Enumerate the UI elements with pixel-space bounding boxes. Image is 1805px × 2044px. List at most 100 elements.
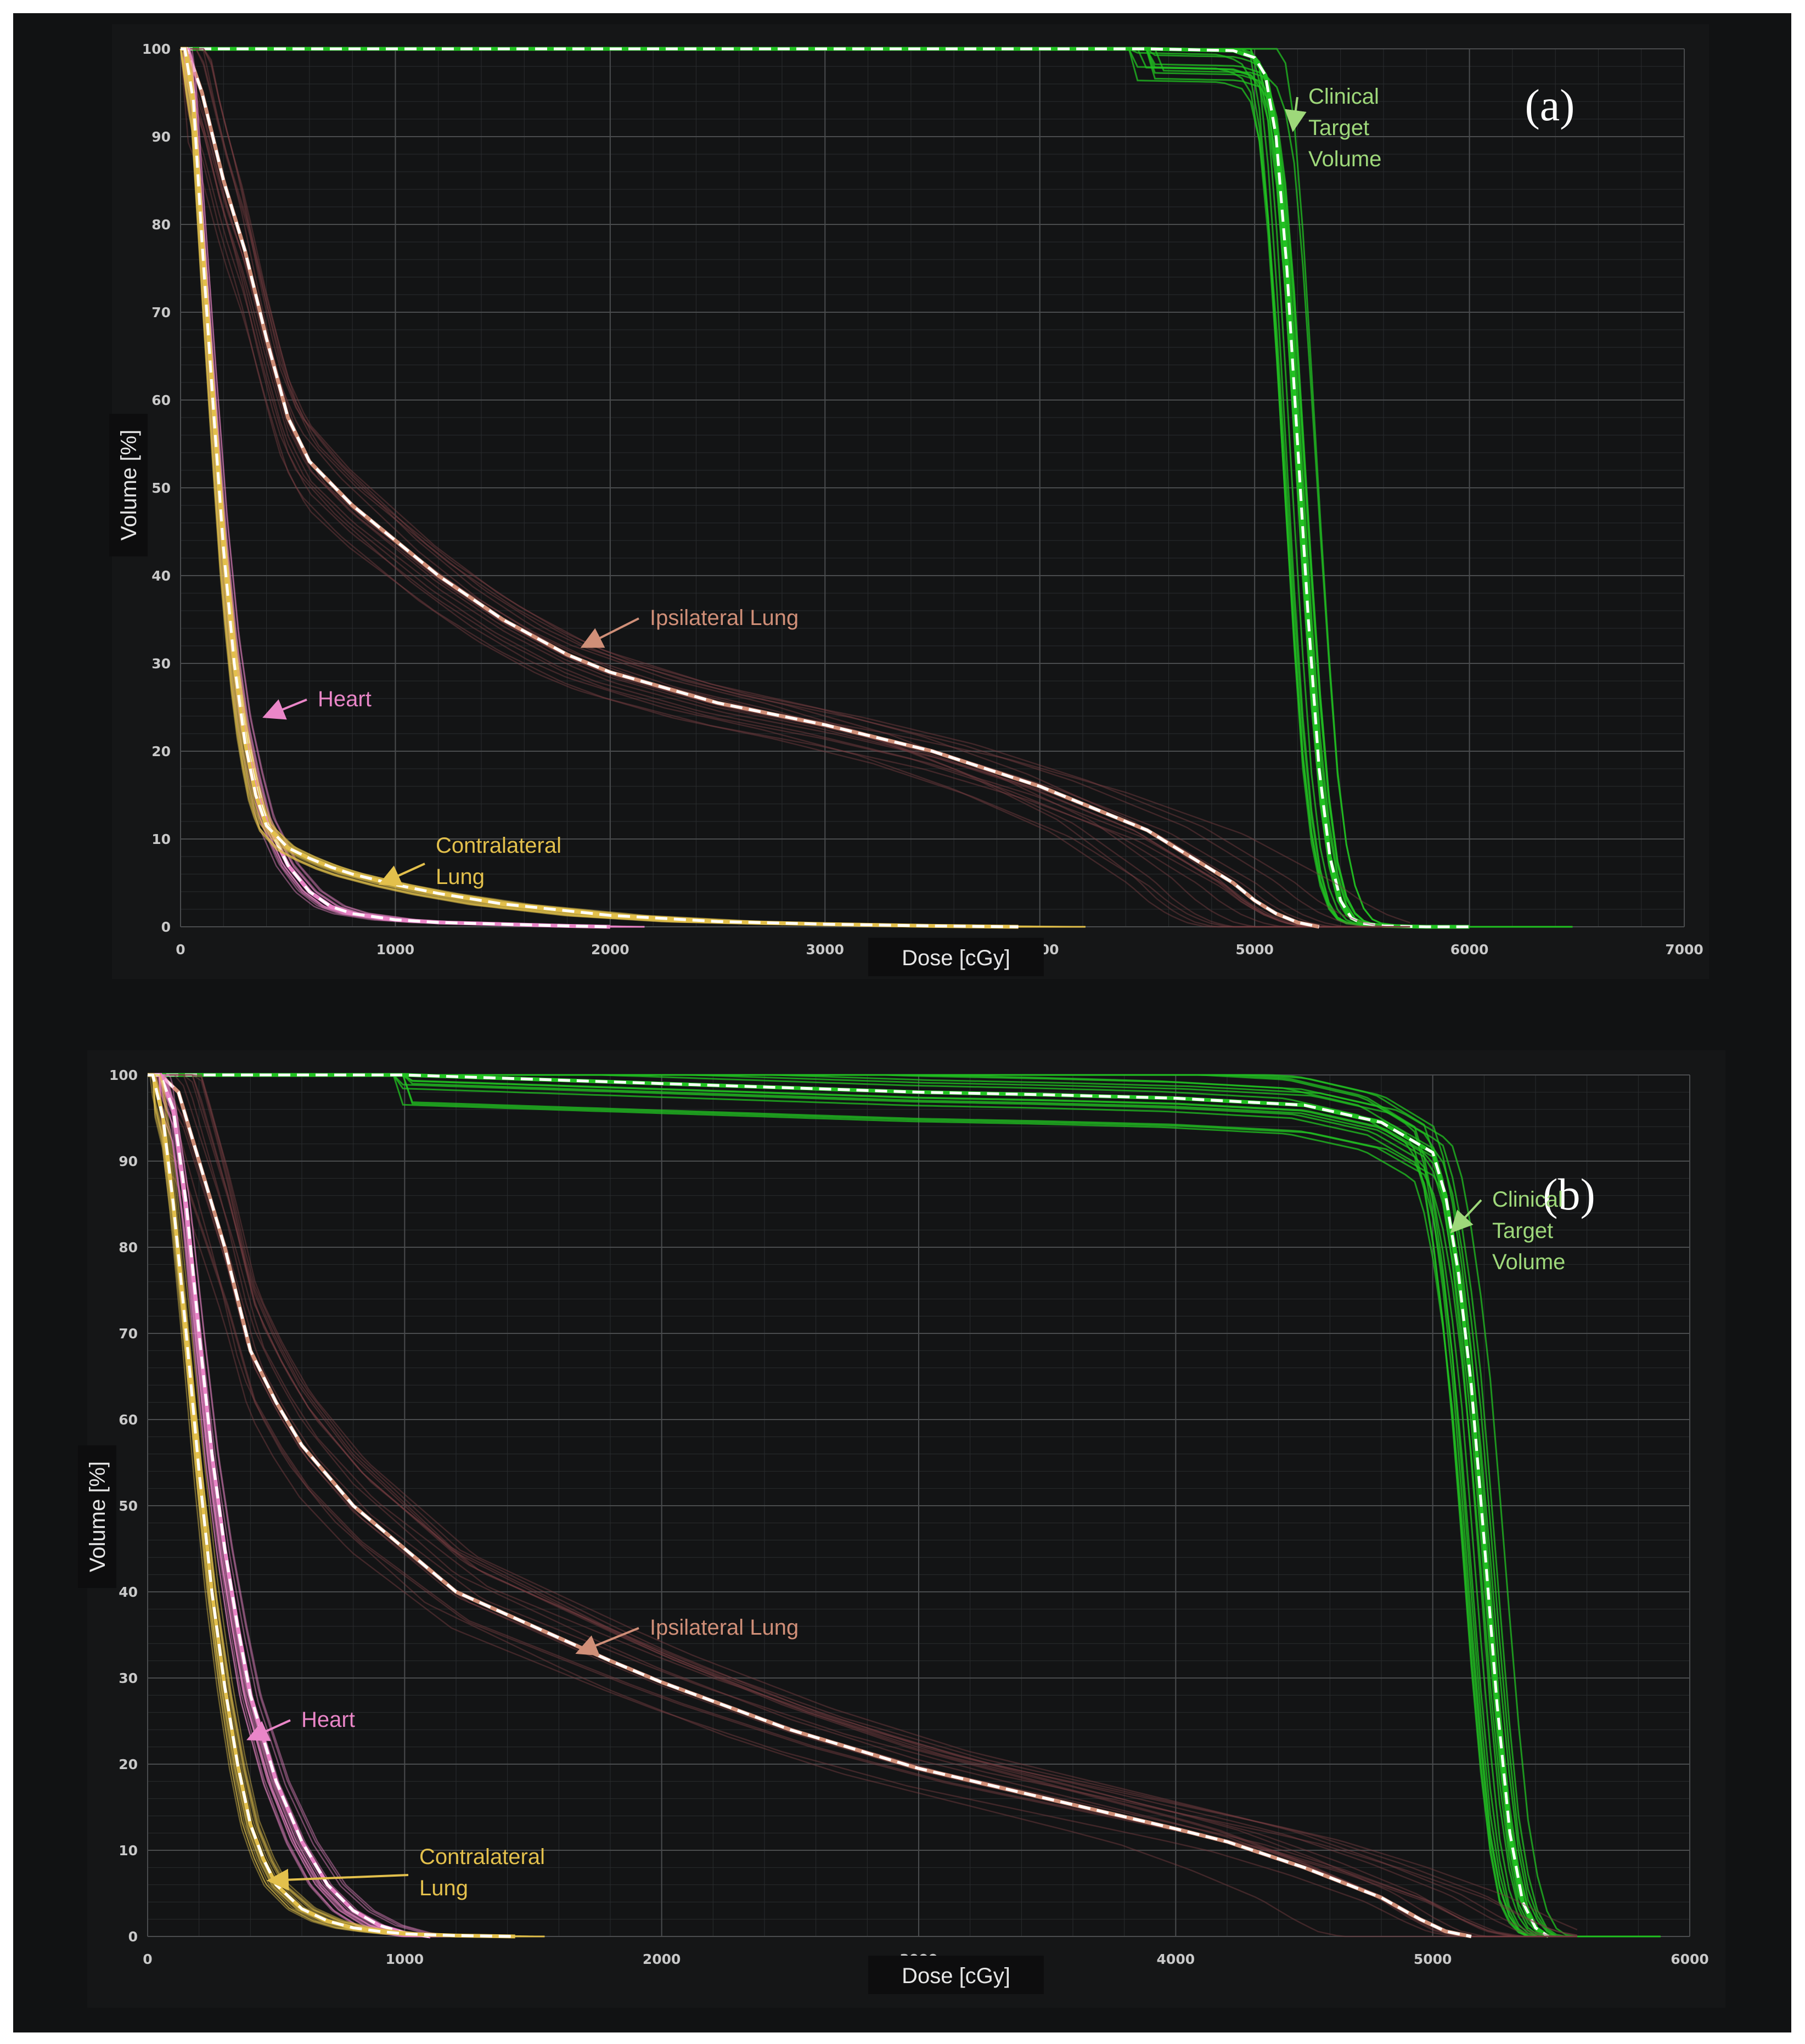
svg-text:Dose [cGy]: Dose [cGy]	[902, 1964, 1010, 1988]
x-tick-label: 1000	[386, 1951, 424, 1967]
dvh-variant-curve	[148, 1074, 1577, 1938]
mean-dvh-curve-heart	[148, 1073, 431, 1938]
y-axis-title: Volume [%]	[109, 414, 148, 556]
dvh-panel-a: 0100020003000400050006000700001020304050…	[109, 24, 1709, 979]
dvh-variant-curve	[181, 48, 1410, 928]
series-heart	[181, 47, 645, 929]
y-tick-label: 70	[151, 305, 171, 320]
y-tick-label: 30	[151, 656, 171, 672]
y-tick-label: 50	[151, 480, 171, 496]
annotation-label: Lung	[419, 1876, 468, 1900]
mean-dvh-curve-contralateral	[148, 1073, 515, 1938]
y-tick-label: 30	[119, 1670, 138, 1686]
dvh-variant-curve	[179, 48, 1410, 928]
annotation-ctv_label: Clinical Target Volume	[1450, 1187, 1565, 1274]
annotation-arrow	[1450, 1199, 1482, 1234]
dvh-variant-curve	[148, 1074, 1577, 1938]
dvh-variant-curve	[179, 48, 1410, 928]
x-axis-title: Dose [cGy]	[868, 938, 1044, 976]
series-ctv	[148, 1073, 1661, 1938]
annotation-label: Heart	[318, 687, 372, 711]
x-tick-label: 3000	[806, 942, 844, 958]
annotation-ipsilateral: Ipsilateral Lung	[580, 606, 799, 648]
dvh-variant-curve	[148, 1074, 1577, 1938]
x-tick-label: 0	[176, 942, 185, 958]
dvh-variant-curve	[181, 48, 1410, 928]
annotation-label: Target	[1308, 116, 1369, 140]
annotation-label: Ipsilateral Lung	[650, 606, 799, 630]
x-tick-label: 5000	[1235, 942, 1274, 958]
annotation-arrow	[266, 1868, 409, 1891]
annotation-label: Lung	[436, 865, 485, 889]
svg-text:Volume [%]: Volume [%]	[86, 1461, 110, 1572]
dvh-variant-curve	[148, 1074, 1661, 1938]
annotation-contralateral: Contralateral Lung	[378, 834, 561, 889]
dvh-variant-curve	[181, 48, 1410, 928]
y-tick-label: 0	[161, 919, 171, 935]
figure-frame: 0100020003000400050006000700001020304050…	[13, 13, 1791, 2032]
x-tick-label: 1000	[376, 942, 415, 958]
y-tick-label: 60	[151, 392, 171, 408]
y-tick-label: 80	[151, 217, 171, 233]
svg-text:Volume [%]: Volume [%]	[117, 430, 141, 540]
annotation-label: Contralateral	[436, 834, 561, 858]
y-axis-title: Volume [%]	[78, 1445, 116, 1588]
dvh-variant-curve	[148, 1074, 1578, 1936]
dvh-variant-curve	[148, 1074, 1578, 1936]
y-tick-label: 60	[119, 1412, 138, 1428]
annotation-heart: Heart	[262, 687, 372, 720]
mean-dvh-curve-ipsilateral	[181, 47, 1320, 928]
annotation-ipsilateral: Ipsilateral Lung	[575, 1615, 799, 1656]
mean-dvh-curve-ipsilateral	[148, 1073, 1472, 1938]
y-tick-label: 90	[119, 1153, 138, 1169]
dvh-variant-curve	[181, 48, 1410, 928]
dvh-variant-curve	[148, 1074, 1577, 1938]
dvh-variant-curve	[148, 1074, 453, 1936]
panel-label: (b)	[1543, 1169, 1595, 1219]
annotation-label: Clinical	[1492, 1187, 1563, 1212]
x-tick-label: 6000	[1450, 942, 1489, 958]
x-tick-label: 2000	[591, 942, 629, 958]
dvh-variant-curve	[148, 1074, 453, 1937]
mean-dvh-curve-contralateral	[181, 47, 1019, 928]
x-axis-title: Dose [cGy]	[868, 1956, 1044, 1994]
annotation-ctv_label: Clinical Target Volume	[1284, 85, 1381, 171]
annotation-label: Ipsilateral Lung	[650, 1615, 799, 1640]
dvh-variant-curve	[148, 1074, 1578, 1930]
series-contralateral	[148, 1073, 545, 1939]
dvh-variant-curve	[148, 1074, 1577, 1938]
dvh-variant-curve	[148, 1074, 1577, 1938]
dvh-variant-curve	[148, 1074, 1577, 1938]
y-tick-label: 50	[119, 1498, 138, 1514]
y-tick-label: 10	[151, 831, 171, 847]
mean-dvh-curve-ctv	[148, 1073, 1549, 1938]
x-tick-label: 4000	[1157, 1951, 1195, 1967]
x-tick-label: 5000	[1414, 1951, 1452, 1967]
annotation-arrow	[580, 617, 639, 648]
svg-text:Dose [cGy]: Dose [cGy]	[902, 946, 1010, 970]
annotation-label: Volume	[1492, 1250, 1565, 1274]
dvh-variant-curve	[181, 48, 1410, 928]
x-tick-label: 0	[143, 1951, 152, 1967]
dvh-variant-curve	[181, 48, 1410, 928]
annotation-label: Contralateral	[419, 1845, 545, 1869]
mean-dvh-curve-heart	[181, 47, 610, 928]
dvh-variant-curve	[148, 1074, 1577, 1938]
y-tick-label: 0	[128, 1929, 138, 1945]
annotation-label: Clinical	[1308, 85, 1379, 109]
y-tick-label: 90	[151, 129, 171, 145]
annotation-label: Heart	[301, 1708, 355, 1732]
y-tick-label: 70	[119, 1326, 138, 1342]
dvh-variant-curve	[179, 48, 1410, 928]
annotation-label: Target	[1492, 1219, 1553, 1243]
dvh-variant-curve	[179, 48, 1410, 928]
annotation-arrow	[246, 1719, 291, 1741]
annotation-arrow	[378, 863, 425, 886]
series-ipsilateral	[148, 1073, 1578, 1939]
dvh-variant-curve	[179, 48, 1410, 928]
y-tick-label: 100	[142, 41, 171, 57]
series-ipsilateral	[179, 47, 1410, 929]
y-tick-label: 80	[119, 1240, 138, 1255]
x-tick-label: 6000	[1671, 1951, 1709, 1967]
dvh-variant-curve	[179, 48, 1410, 928]
